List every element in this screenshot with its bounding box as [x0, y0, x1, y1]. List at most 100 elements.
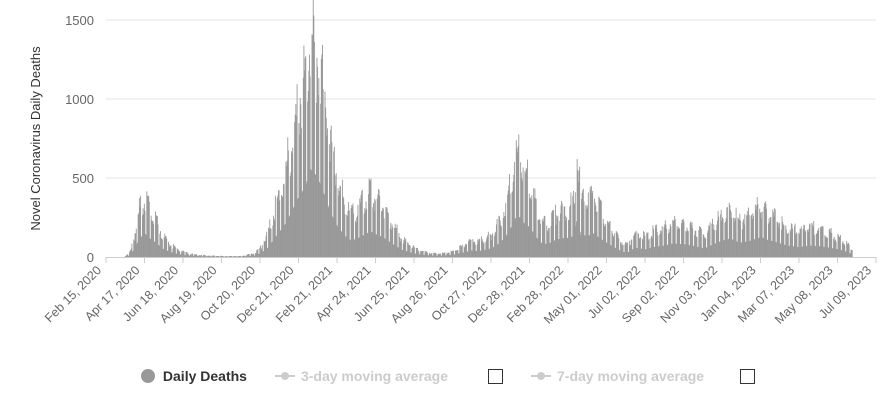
daily-deaths-bar: [280, 229, 282, 257]
daily-deaths-bar: [222, 256, 224, 257]
daily-deaths-bar: [646, 233, 648, 257]
daily-deaths-bar: [602, 218, 604, 257]
daily-deaths-bar: [675, 243, 677, 257]
daily-deaths-bar: [544, 215, 546, 257]
daily-deaths-bar: [345, 236, 347, 257]
daily-deaths-bar: [798, 232, 800, 257]
checkbox-7day-ma[interactable]: [740, 368, 756, 384]
daily-deaths-bar: [732, 239, 734, 257]
legend-item-7day-ma[interactable]: 7-day moving average: [531, 368, 704, 384]
daily-deaths-bar: [710, 245, 712, 257]
daily-deaths-bar: [138, 213, 140, 257]
daily-deaths-bar: [674, 219, 676, 257]
daily-deaths-bar: [158, 245, 160, 257]
daily-deaths-bar: [329, 161, 331, 257]
daily-deaths-bar: [371, 232, 373, 257]
daily-deaths-bar: [286, 160, 288, 257]
daily-deaths-bar: [516, 148, 518, 257]
daily-deaths-bar: [782, 222, 784, 257]
daily-deaths-bar: [458, 253, 459, 257]
daily-deaths-bar: [407, 242, 409, 257]
daily-deaths-bar: [764, 203, 766, 257]
daily-deaths-bar: [744, 214, 746, 257]
daily-deaths-bar: [803, 224, 805, 257]
daily-deaths-bar: [194, 254, 196, 257]
daily-deaths-bar: [822, 226, 824, 257]
daily-deaths-bar: [620, 242, 622, 257]
daily-deaths-bar: [703, 235, 705, 257]
daily-deaths-bar: [472, 239, 474, 257]
daily-deaths-bar: [378, 189, 380, 257]
daily-deaths-bar: [543, 216, 545, 257]
daily-deaths-bar: [131, 243, 133, 257]
daily-deaths-marker-icon: [140, 369, 155, 383]
legend-item-3day-ma[interactable]: 3-day moving average: [274, 368, 448, 384]
daily-deaths-bar: [645, 249, 646, 257]
daily-deaths-bar: [142, 215, 143, 257]
daily-deaths-bar: [482, 243, 484, 257]
daily-deaths-bar: [304, 58, 306, 257]
checkbox-3day-ma[interactable]: [488, 368, 504, 384]
line-marker-icon: [531, 369, 552, 383]
daily-deaths-bar: [331, 142, 333, 257]
daily-deaths-bar: [653, 246, 655, 257]
daily-deaths-bar: [127, 254, 129, 257]
daily-deaths-bar: [691, 222, 693, 257]
daily-deaths-bar: [211, 255, 213, 257]
daily-deaths-bar: [503, 212, 505, 257]
daily-deaths-bar: [187, 253, 189, 257]
legend-item-daily-deaths[interactable]: Daily Deaths: [140, 368, 247, 384]
daily-deaths-bar: [312, 0, 314, 258]
daily-deaths-bar: [630, 240, 632, 257]
daily-deaths-bar: [559, 213, 561, 257]
daily-deaths-bar: [571, 236, 573, 257]
daily-deaths-bar: [519, 217, 521, 257]
daily-deaths-bar: [592, 233, 594, 257]
daily-deaths-bar: [412, 245, 414, 257]
daily-deaths-bar: [556, 215, 558, 257]
daily-deaths-bar: [528, 226, 530, 257]
daily-deaths-bar: [150, 215, 152, 257]
daily-deaths-bar: [392, 227, 394, 257]
daily-deaths-bar: [180, 254, 182, 257]
daily-deaths-bar: [653, 229, 654, 257]
daily-deaths-bar: [161, 239, 163, 257]
daily-deaths-bar: [656, 224, 658, 257]
daily-deaths-bar: [733, 217, 735, 257]
daily-deaths-bar: [484, 249, 486, 257]
daily-deaths-bar: [317, 95, 319, 258]
daily-deaths-bar: [510, 228, 512, 257]
daily-deaths-bar: [781, 216, 783, 257]
daily-deaths-bar: [726, 207, 728, 257]
daily-deaths-bar: [388, 241, 390, 257]
daily-deaths-bar: [744, 241, 746, 257]
daily-deaths-bar: [840, 250, 842, 257]
daily-deaths-bar: [389, 228, 391, 257]
daily-deaths-bar: [679, 243, 681, 257]
daily-deaths-bar: [299, 134, 301, 257]
daily-deaths-bar: [290, 172, 292, 257]
daily-deaths-bar: [575, 226, 577, 257]
daily-deaths-bar: [794, 225, 795, 257]
daily-deaths-bar: [296, 115, 297, 258]
daily-deaths-bar: [164, 236, 166, 257]
daily-deaths-bar: [683, 221, 685, 257]
daily-deaths-bar: [692, 245, 694, 257]
daily-deaths-bar: [470, 240, 472, 257]
daily-deaths-bar: [509, 174, 510, 257]
daily-deaths-bar: [428, 255, 430, 257]
daily-deaths-bar: [727, 239, 729, 257]
daily-deaths-bar: [821, 226, 823, 257]
daily-deaths-bar: [475, 251, 477, 257]
daily-deaths-bar: [137, 242, 138, 257]
daily-deaths-bar: [565, 220, 567, 257]
daily-deaths-bar: [599, 199, 601, 257]
daily-deaths-bar: [268, 227, 269, 257]
daily-deaths-bar: [844, 251, 846, 257]
daily-deaths-bar: [488, 248, 490, 257]
daily-deaths-bar: [143, 214, 145, 257]
daily-deaths-bar: [487, 235, 489, 257]
daily-deaths-bar: [772, 212, 774, 257]
daily-deaths-bar: [264, 240, 266, 257]
daily-deaths-bar: [263, 240, 265, 257]
